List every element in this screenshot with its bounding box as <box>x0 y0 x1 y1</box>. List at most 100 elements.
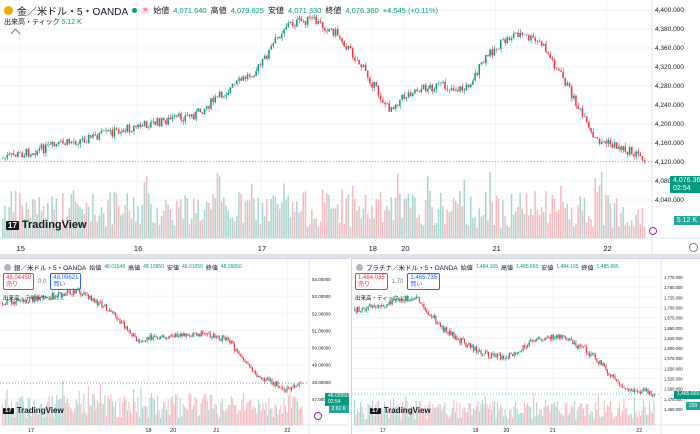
candle-body <box>358 306 360 312</box>
volume-bar <box>603 225 605 238</box>
volume-bar <box>530 407 532 425</box>
volume-bar <box>594 178 596 238</box>
candle-body <box>641 390 643 394</box>
volume-bar <box>371 206 373 238</box>
volume-bar <box>194 397 196 425</box>
candle-body <box>30 296 32 299</box>
candle-body <box>637 151 639 154</box>
volume-bar <box>405 396 407 425</box>
candle-body <box>414 89 416 94</box>
gold-symbol-name[interactable]: 金／米ドル・5・OANDA <box>17 7 129 18</box>
volume-bar <box>638 410 640 425</box>
candle-body <box>369 77 371 84</box>
candle-body <box>132 333 134 337</box>
volume-bar <box>416 217 418 238</box>
volume-bar <box>507 419 509 425</box>
candle-body <box>68 138 71 144</box>
volume-bar <box>145 175 148 238</box>
candle-body <box>372 305 374 308</box>
candle-body <box>261 58 264 66</box>
candle-body <box>614 376 616 380</box>
platinum-tradingview-logo[interactable]: 17 TradingView <box>370 406 431 415</box>
candle-body <box>552 334 554 339</box>
tradingview-logo[interactable]: 17 TradingView <box>6 219 87 231</box>
volume-bar <box>114 402 116 425</box>
volume-bar <box>81 413 83 425</box>
volume-bar <box>283 183 285 238</box>
gold-chart-panel[interactable]: 4,400.000 4,380.000 4,360.000 4,320.000 4,28… <box>0 0 700 254</box>
volume-bar <box>462 408 464 425</box>
candle-body <box>229 87 232 93</box>
candle-body <box>56 296 58 298</box>
candle-body <box>81 294 83 296</box>
volume-bar <box>287 195 290 238</box>
volume-bar <box>100 207 103 238</box>
silver-sell-button[interactable]: 48.04450 売り <box>3 273 35 291</box>
volume-bar <box>51 395 53 425</box>
candle-body <box>163 118 165 121</box>
volume-bar <box>388 418 390 425</box>
volume-bar <box>502 200 504 238</box>
candle-body <box>546 336 548 338</box>
candle-body <box>587 352 589 354</box>
candle-body <box>384 102 386 105</box>
candle-body <box>27 302 29 303</box>
volume-bar <box>457 418 459 425</box>
candle-body <box>370 304 372 308</box>
platinum-chart-panel[interactable]: 1,775.000 1,750.000 1,725.000 1,700.000 1,67… <box>351 258 700 434</box>
candle-body <box>178 113 180 117</box>
volume-bar <box>399 408 401 425</box>
silver-chart-canvas[interactable]: 54.0000053.0000052.0000051.0000050.00000… <box>0 259 349 434</box>
volume-bar <box>53 416 55 425</box>
silver-chart-panel[interactable]: 54.00000 53.00000 52.00000 51.00000 50.00000… <box>0 258 349 434</box>
volume-bar <box>636 417 638 425</box>
candle-body <box>53 141 56 146</box>
volume-bar <box>500 227 502 238</box>
gold-chart-canvas[interactable]: 4,400.0004,380.0004,360.0004,320.0004,28… <box>0 0 700 254</box>
volume-bar <box>122 402 124 425</box>
volume-bar <box>195 212 197 238</box>
platinum-symbol-name[interactable]: プラチナ／米ドル・5・OANDA <box>366 265 458 272</box>
candle-body <box>569 338 571 341</box>
silver-low-label: 安値 <box>166 265 179 272</box>
candle-body <box>203 333 205 335</box>
candle-body <box>38 295 40 300</box>
platinum-buy-button[interactable]: 1,485.735 買い <box>407 273 441 291</box>
volume-bar <box>83 213 86 238</box>
volume-bar <box>545 191 547 238</box>
candle-body <box>539 337 541 339</box>
candle-body <box>364 308 366 311</box>
candle-body <box>469 84 472 88</box>
volume-bar <box>81 209 83 238</box>
volume-bar <box>23 401 25 425</box>
volume-bar <box>605 411 607 425</box>
volume-bar <box>289 389 291 425</box>
volume-bar <box>577 205 579 238</box>
volume-bar <box>271 408 273 425</box>
candle-body <box>578 345 580 349</box>
flag-badge[interactable]: ≡ <box>141 7 150 14</box>
volume-bar <box>358 411 360 425</box>
candle-body <box>437 83 440 84</box>
candle-body <box>115 128 118 130</box>
platinum-chart-canvas[interactable]: 1,775.0001,750.0001,725.0001,700.0001,67… <box>352 259 700 434</box>
volume-bar <box>644 406 646 425</box>
settings-icon[interactable] <box>689 243 698 252</box>
candle-body <box>442 81 444 83</box>
candle-body <box>506 357 508 359</box>
candle-body <box>210 98 212 109</box>
volume-bar <box>105 415 107 425</box>
silver-buy-button[interactable]: 48.09621 買い <box>50 273 82 291</box>
volume-bar <box>182 219 184 238</box>
candle-body <box>227 337 229 340</box>
silver-tradingview-logo[interactable]: 17 TradingView <box>3 406 64 415</box>
volume-bar <box>266 199 268 238</box>
candle-body <box>547 52 549 54</box>
pane-divider[interactable] <box>0 254 700 258</box>
candle-body <box>167 337 169 339</box>
currency-icon[interactable] <box>649 227 657 235</box>
volume-bar <box>588 216 590 238</box>
silver-currency-icon[interactable] <box>314 412 322 420</box>
platinum-sell-button[interactable]: 1,484.035 売り <box>355 273 388 291</box>
silver-symbol-name[interactable]: 銀／米ドル・5・OANDA <box>14 265 87 272</box>
